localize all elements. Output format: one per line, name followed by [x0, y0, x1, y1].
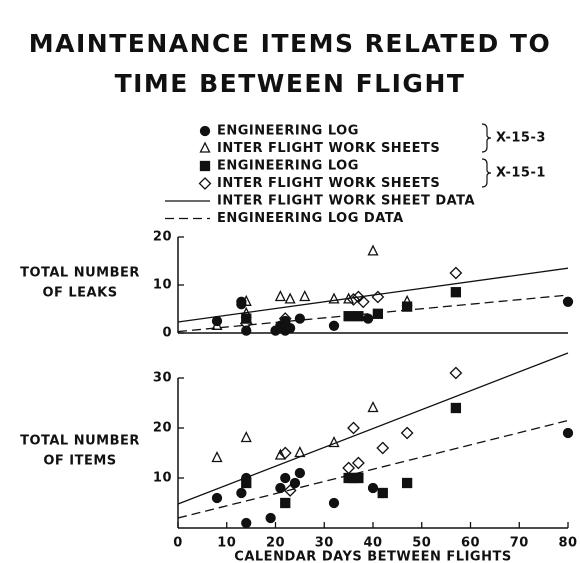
x-tick-label: 70 [510, 536, 529, 551]
point [299, 290, 311, 302]
point [401, 477, 413, 489]
point [353, 472, 364, 484]
point [353, 311, 364, 322]
y-axis-label: TOTAL NUMBER [20, 434, 140, 449]
legend-marker [199, 125, 211, 137]
point [240, 294, 252, 306]
legend-label: ENGINEERING LOG [217, 159, 359, 174]
point [328, 436, 340, 448]
point [371, 290, 385, 304]
legend-group-label: X-15-3 [496, 131, 546, 146]
point [241, 477, 252, 489]
point [342, 461, 356, 475]
point [211, 451, 223, 463]
y-axis-label: OF LEAKS [42, 286, 117, 301]
point [328, 497, 340, 509]
point [241, 325, 252, 336]
legend-brace [481, 158, 492, 188]
point [450, 402, 462, 414]
point [211, 492, 223, 504]
point [241, 517, 252, 529]
point [280, 497, 291, 509]
point [356, 295, 370, 309]
point [274, 448, 286, 460]
legend-label: INTER FLIGHT WORK SHEET DATA [217, 194, 475, 209]
x-tick-label: 80 [558, 536, 577, 551]
point [401, 301, 413, 312]
legend-label: ENGINEERING LOG DATA [217, 211, 404, 226]
point [239, 316, 253, 330]
point [278, 446, 292, 460]
trend-line [177, 294, 569, 333]
point [274, 290, 286, 302]
point [211, 318, 223, 330]
chart-title: TIME BETWEEN FLIGHT [115, 69, 466, 98]
legend-marker [199, 141, 211, 153]
x-tick-label: 60 [461, 536, 480, 551]
point [367, 482, 379, 494]
point [347, 421, 360, 435]
y-tick-label: 20 [153, 230, 172, 245]
point [367, 244, 379, 256]
legend-marker [198, 177, 212, 190]
legend-brace [481, 123, 492, 153]
trend-line [177, 267, 569, 323]
point [328, 320, 340, 331]
point [362, 313, 374, 324]
point [278, 312, 292, 326]
point [236, 487, 247, 499]
x-tick-label: 40 [363, 536, 382, 551]
x-tick-label: 30 [315, 536, 334, 551]
point [294, 313, 306, 324]
y-tick-label: 10 [153, 471, 172, 486]
point [450, 287, 462, 298]
point [280, 472, 291, 484]
point [289, 477, 301, 489]
x-tick-label: 50 [412, 536, 431, 551]
y-tick-label: 20 [153, 421, 172, 436]
x-tick-label: 20 [266, 536, 285, 551]
x-tick-label: 0 [173, 536, 183, 551]
y-tick-label: 10 [153, 278, 172, 293]
point [351, 456, 365, 470]
point [562, 296, 574, 307]
y-axis-label: OF ITEMS [43, 454, 116, 469]
legend-marker [199, 160, 211, 172]
point [449, 266, 463, 280]
trend-line [177, 419, 569, 519]
point [367, 401, 379, 413]
point [376, 441, 390, 455]
y-tick-label: 0 [162, 326, 172, 341]
legend-group-label: X-15-1 [496, 166, 546, 181]
legend-label: ENGINEERING LOG [217, 124, 359, 139]
point [400, 426, 414, 440]
point [449, 366, 463, 380]
point [294, 467, 306, 479]
y-tick-label: 30 [153, 371, 172, 386]
point [284, 292, 296, 304]
legend-label: INTER FLIGHT WORK SHEETS [217, 176, 440, 191]
point [275, 482, 286, 494]
point [240, 431, 252, 443]
point [265, 512, 276, 524]
point [377, 487, 388, 499]
point [562, 427, 574, 439]
chart-title: MAINTENANCE ITEMS RELATED TO [29, 29, 551, 58]
trend-line [177, 352, 569, 505]
legend-label: INTER FLIGHT WORK SHEETS [217, 141, 440, 156]
x-axis-label: CALENDAR DAYS BETWEEN FLIGHTS [234, 550, 511, 563]
x-tick-label: 10 [217, 536, 236, 551]
point [280, 320, 291, 331]
y-axis-label: TOTAL NUMBER [20, 266, 140, 281]
point [328, 292, 340, 304]
